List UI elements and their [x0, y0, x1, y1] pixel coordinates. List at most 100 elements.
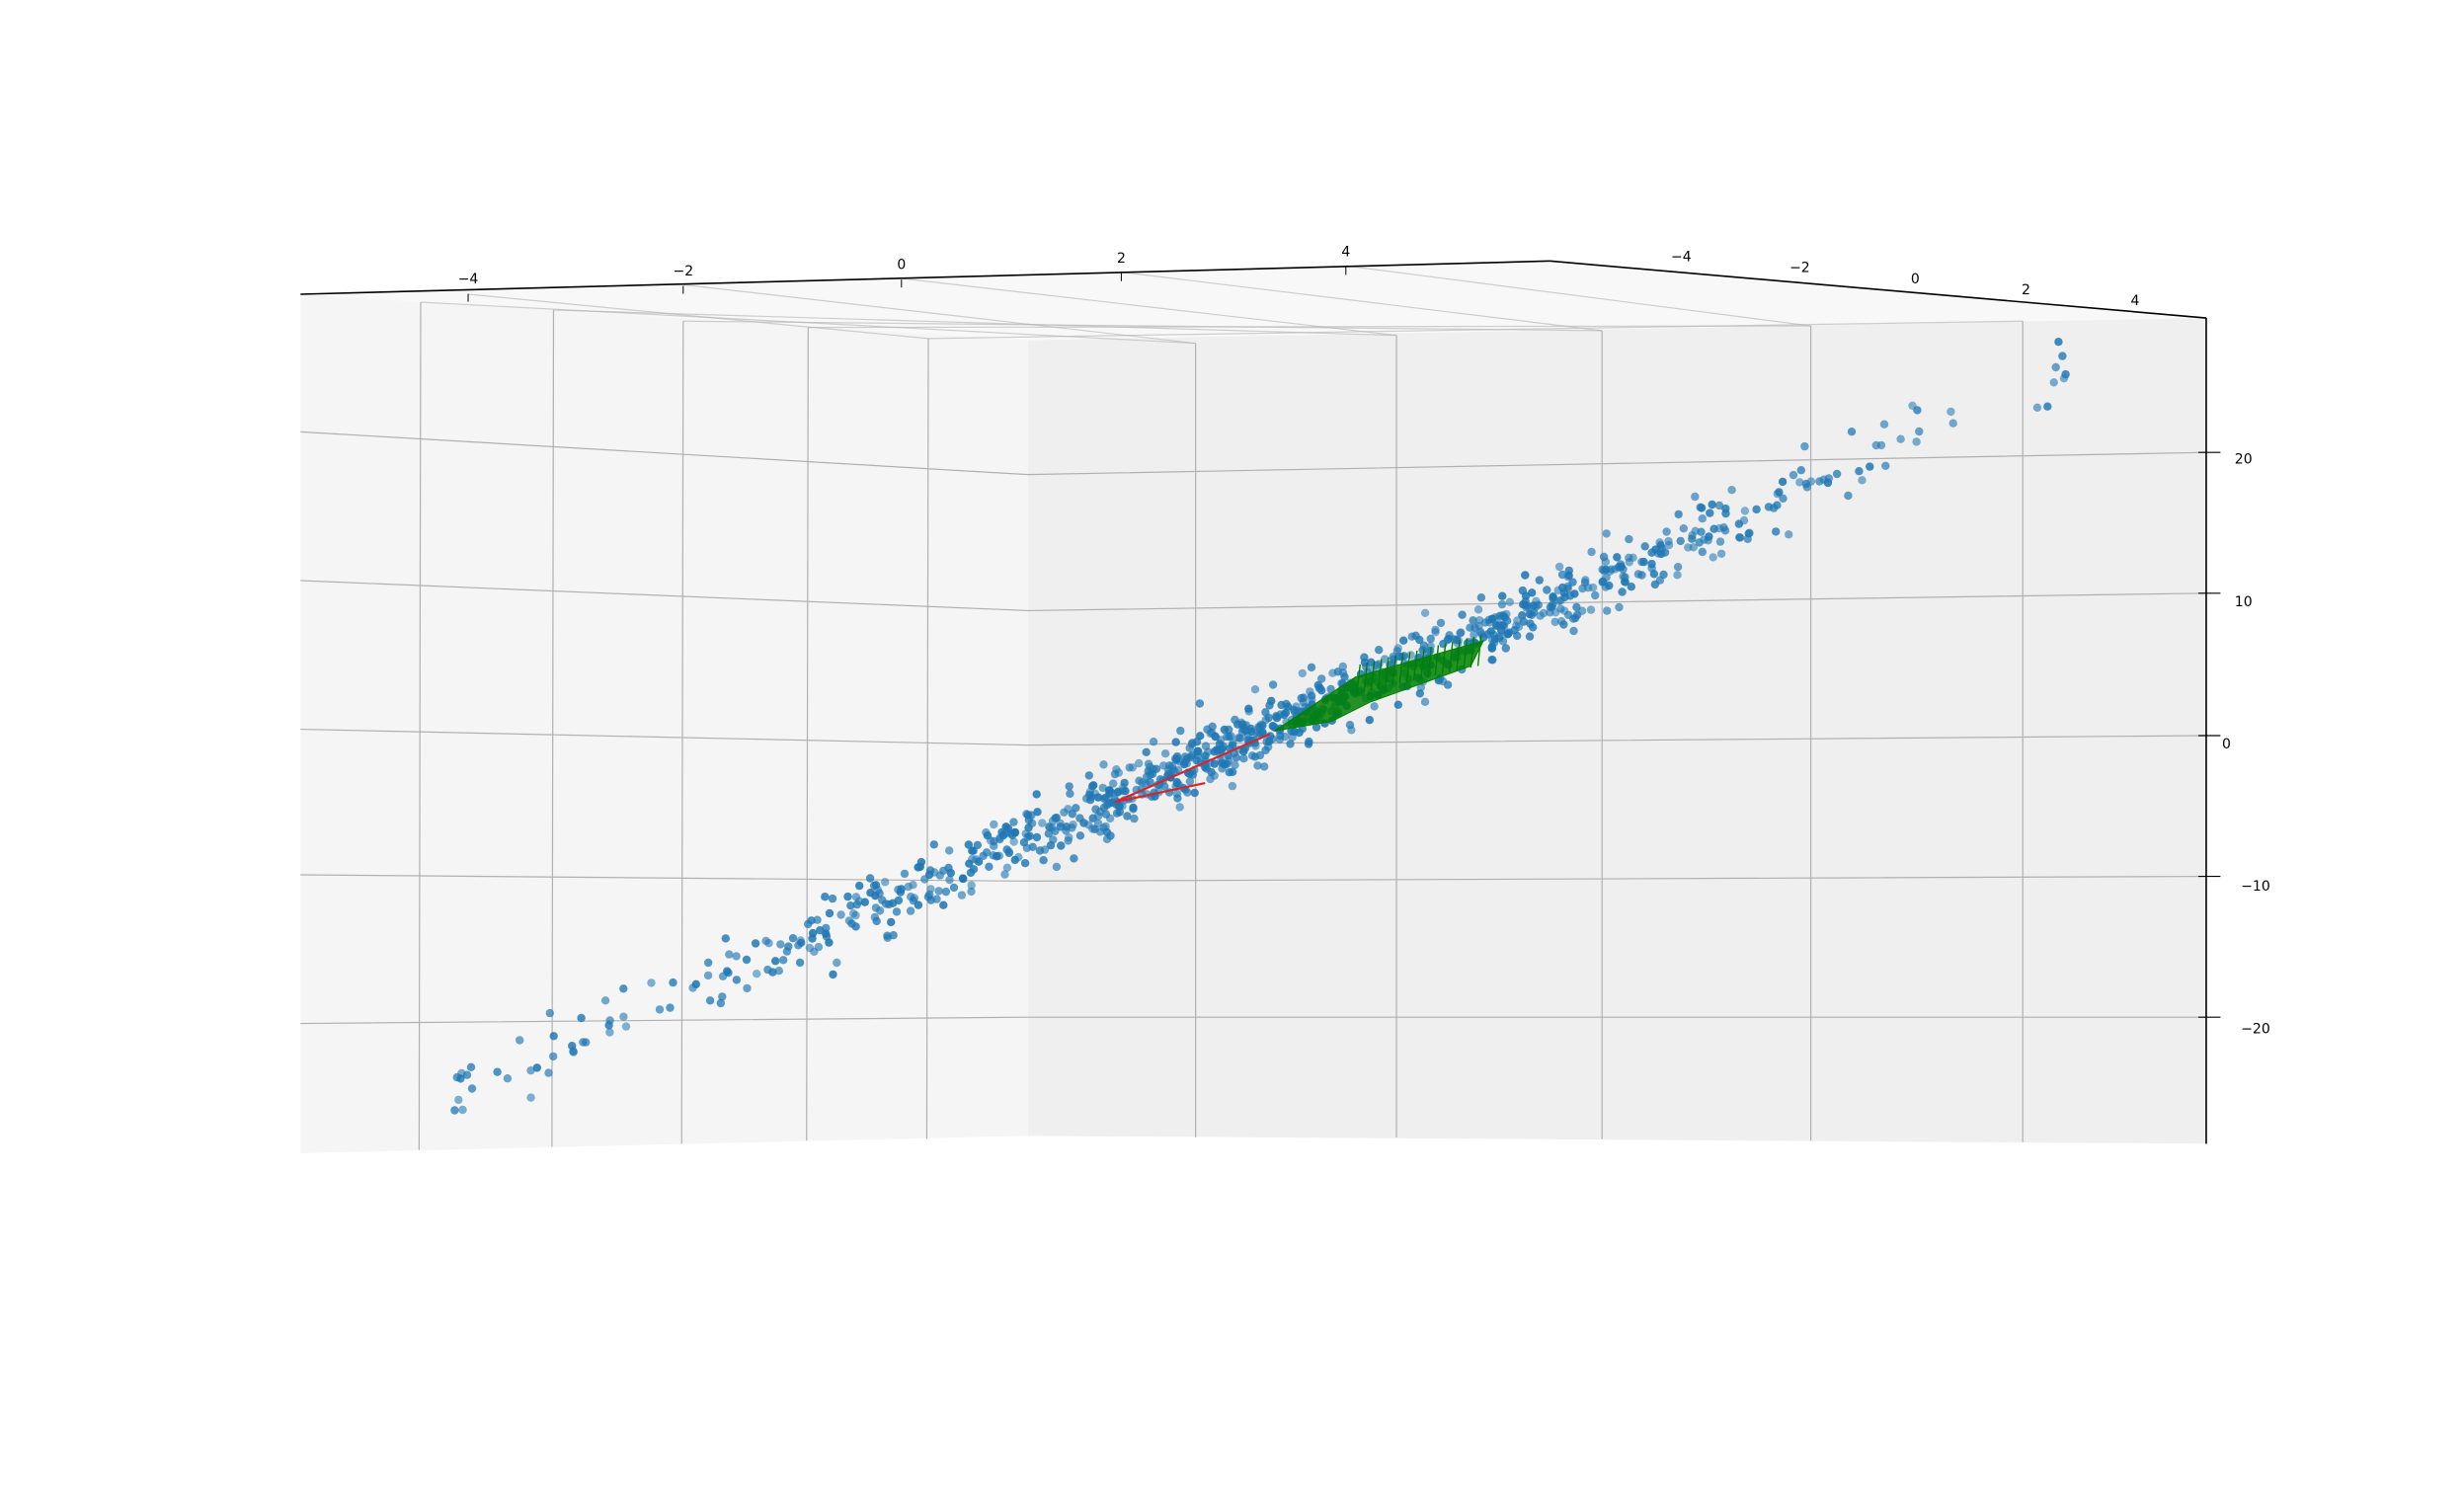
scatter-point	[1536, 611, 1545, 620]
scatter-point	[1616, 560, 1626, 569]
scatter-point	[1128, 763, 1138, 772]
scatter-point	[1855, 467, 1864, 476]
green-surface-stroke	[1370, 661, 1376, 690]
scatter-point	[1009, 837, 1018, 846]
scatter-point	[1778, 477, 1788, 487]
green-surface-stroke	[1385, 657, 1390, 687]
scatter-point	[1123, 812, 1132, 821]
scatter-point	[1543, 586, 1551, 594]
scatter-point	[985, 862, 994, 871]
scatter-point	[1176, 726, 1185, 736]
scatter-point	[1225, 768, 1234, 777]
scatter-point	[788, 934, 798, 943]
gridline-top	[553, 309, 1397, 337]
scatter-point	[1311, 723, 1321, 732]
gridlines	[300, 265, 2206, 1150]
scatter-point	[619, 1012, 628, 1021]
scatter-point	[1796, 466, 1806, 475]
scatter-point	[1525, 632, 1535, 641]
scatter-point	[1105, 814, 1115, 823]
scatter-point	[945, 846, 954, 855]
scatter-point	[1064, 836, 1073, 845]
scatter-point	[1487, 614, 1497, 623]
scatter-point	[1228, 781, 1237, 791]
scatter-point	[467, 1084, 477, 1093]
scatter-point	[1560, 592, 1569, 602]
scatter-point	[1948, 419, 1957, 428]
scatter-point	[549, 1032, 558, 1041]
scatter-point	[1866, 462, 1874, 471]
scatter-point	[1411, 631, 1420, 640]
scatter-point	[935, 871, 944, 880]
scatter-point	[1913, 406, 1922, 415]
scatter-point	[1187, 740, 1197, 748]
scatter-point	[897, 885, 906, 894]
scatter-point	[771, 957, 780, 966]
gridline-top	[682, 283, 1196, 345]
green-surface-stroke	[1463, 638, 1469, 669]
scatter-point	[1627, 583, 1636, 591]
scatter-point	[1075, 814, 1084, 822]
scatter-point	[1245, 725, 1255, 734]
scatter-point	[1705, 532, 1713, 541]
scatter-point	[2043, 402, 2052, 411]
scatter-point	[1231, 760, 1239, 769]
scatter-point	[1049, 835, 1058, 844]
gridline-top	[467, 293, 929, 340]
scatter-point	[813, 915, 822, 924]
scatter-point	[568, 1042, 577, 1051]
scatter-point	[1393, 700, 1403, 709]
scatter-point	[1847, 428, 1857, 436]
scatter-point	[1260, 762, 1269, 771]
scatter-point	[846, 901, 855, 910]
scatter-point	[883, 933, 892, 942]
scatter-point	[1010, 855, 1019, 865]
scatter-point	[1773, 501, 1782, 509]
scatter-point	[888, 899, 898, 907]
scatter-point	[1268, 680, 1278, 689]
scatter-point	[1120, 778, 1129, 788]
scatter-point	[1569, 626, 1578, 636]
scatter-point	[1556, 616, 1566, 626]
scatter-point	[825, 908, 835, 918]
scatter-point	[1469, 616, 1477, 625]
scatter-point	[1129, 803, 1138, 813]
scatter-point	[1720, 526, 1730, 535]
scatter-point	[1501, 644, 1511, 653]
scatter-point	[526, 1093, 535, 1102]
overlays	[1114, 634, 1485, 804]
scatter-point	[1772, 527, 1781, 536]
gridline-horizontal	[300, 430, 2206, 476]
scatter-point	[1519, 617, 1529, 626]
scatter-point	[795, 958, 805, 968]
gridline-top	[928, 320, 2024, 340]
gridline-horizontal	[300, 728, 2206, 746]
scatter-point	[1640, 542, 1649, 551]
scatter-point	[1130, 814, 1139, 823]
scatter-point	[1370, 702, 1379, 711]
green-surface-stroke	[1356, 664, 1361, 693]
scatter-point	[1268, 722, 1278, 731]
scatter-point	[1502, 609, 1511, 619]
scatter-point	[743, 983, 752, 993]
scatter-point	[1381, 655, 1390, 664]
scatter-point	[703, 971, 713, 980]
scatter-point	[1201, 751, 1210, 760]
scatter-point	[1591, 590, 1600, 600]
gridline-top	[808, 325, 1811, 329]
scatter-point	[852, 900, 861, 909]
scatter-point	[1488, 636, 1497, 645]
scatter-point	[964, 840, 973, 849]
scatter-point	[1152, 764, 1161, 773]
scatter-point	[843, 892, 852, 901]
scatter-point	[1239, 754, 1248, 763]
scatter-point	[669, 978, 677, 987]
scatter-point	[1785, 530, 1793, 539]
scatter-point	[941, 887, 951, 897]
scatter-point	[1674, 509, 1683, 519]
axis-line	[1550, 260, 2207, 319]
scatter-point	[1521, 571, 1530, 580]
y-tick-label: 0	[1911, 272, 1920, 287]
scatter-point	[994, 851, 1004, 860]
